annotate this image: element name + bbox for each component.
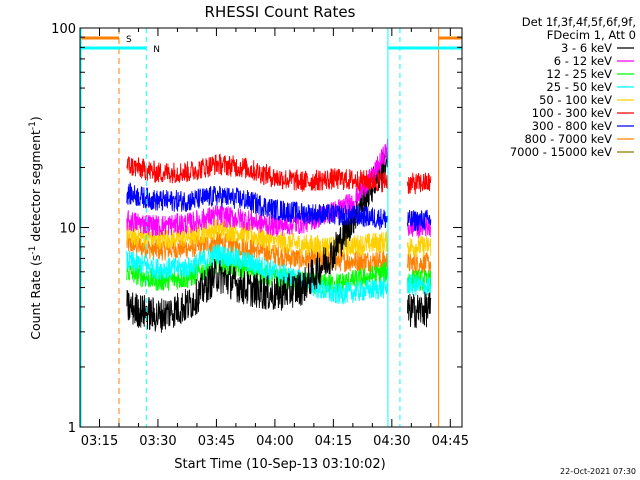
x-axis-ticks: 03:15 03:30 03:45 04:00 04:15 04:30 04:45 (79, 28, 469, 449)
y-label-end: ) (28, 116, 43, 121)
y-tick-label-0: 1 (68, 421, 76, 436)
y-label-middle: detector segment (28, 130, 43, 246)
timestamp: 22-Oct-2021 07:30 (560, 467, 636, 476)
x-tick-label-1: 03:30 (139, 434, 176, 449)
x-tick-label-4: 04:15 (315, 434, 352, 449)
series-trace-5-seg-1 (126, 218, 389, 258)
night-label: N (153, 45, 160, 55)
legend-entry-3: 12 - 25 keV (546, 67, 612, 81)
x-tick-label-2: 03:45 (198, 434, 235, 449)
series-trace-6-seg-2 (406, 172, 432, 195)
x-tick-label-3: 04:00 (256, 434, 293, 449)
x-tick-label-6: 04:45 (432, 434, 469, 449)
y-axis-label: Count Rate (s-1 detector segment-1) (28, 116, 43, 340)
legend-entry-8: 800 - 7000 keV (524, 132, 612, 146)
series-trace-1-seg-2 (406, 291, 432, 329)
series-trace-2-seg-2 (407, 215, 431, 238)
legend-header-line-1: Det 1f,3f,4f,5f,6f,9f, (522, 15, 636, 29)
x-tick-label-0: 03:15 (81, 434, 118, 449)
y-tick-label-2: 100 (51, 22, 76, 37)
series-trace-7-seg-2 (406, 209, 432, 232)
series-traces (126, 138, 432, 333)
y-label-main: Count Rate (s (28, 255, 43, 340)
legend-entry-2: 6 - 12 keV (554, 54, 612, 68)
series-trace-4-seg-2 (406, 273, 432, 298)
y-tick-label-1: 10 (59, 222, 76, 237)
chart-title: RHESSI Count Rates (205, 3, 356, 21)
series-trace-1-seg-1 (126, 147, 389, 333)
y-label-exponent-2: -1 (28, 121, 38, 130)
series-trace-7-seg-1 (126, 181, 389, 230)
legend-entry-5: 50 - 100 keV (539, 93, 612, 107)
legend-entry-9: 7000 - 15000 keV (510, 145, 612, 159)
legend-entry-4: 25 - 50 keV (546, 80, 612, 94)
saa-label: S (126, 35, 132, 45)
legend-entry-6: 100 - 300 keV (532, 106, 612, 120)
legend-entry-1: 3 - 6 keV (561, 41, 612, 55)
series-trace-4-seg-1 (126, 244, 389, 305)
x-tick-label-5: 04:30 (373, 434, 410, 449)
y-label-exponent-1: -1 (28, 246, 38, 255)
series-trace-6-seg-1 (126, 153, 389, 193)
series-trace-5-seg-2 (406, 234, 432, 258)
legend-header-line-2: FDecim 1, Att 0 (547, 28, 636, 42)
series-trace-2-seg-1 (126, 138, 389, 237)
legend-entry-7: 300 - 800 keV (532, 119, 612, 133)
legend: Det 1f,3f,4f,5f,6f,9f, FDecim 1, Att 0 3… (510, 15, 636, 159)
y-axis-ticks: 1 10 100 (51, 22, 462, 436)
x-axis-label: Start Time (10-Sep-13 03:10:02) (174, 457, 385, 472)
